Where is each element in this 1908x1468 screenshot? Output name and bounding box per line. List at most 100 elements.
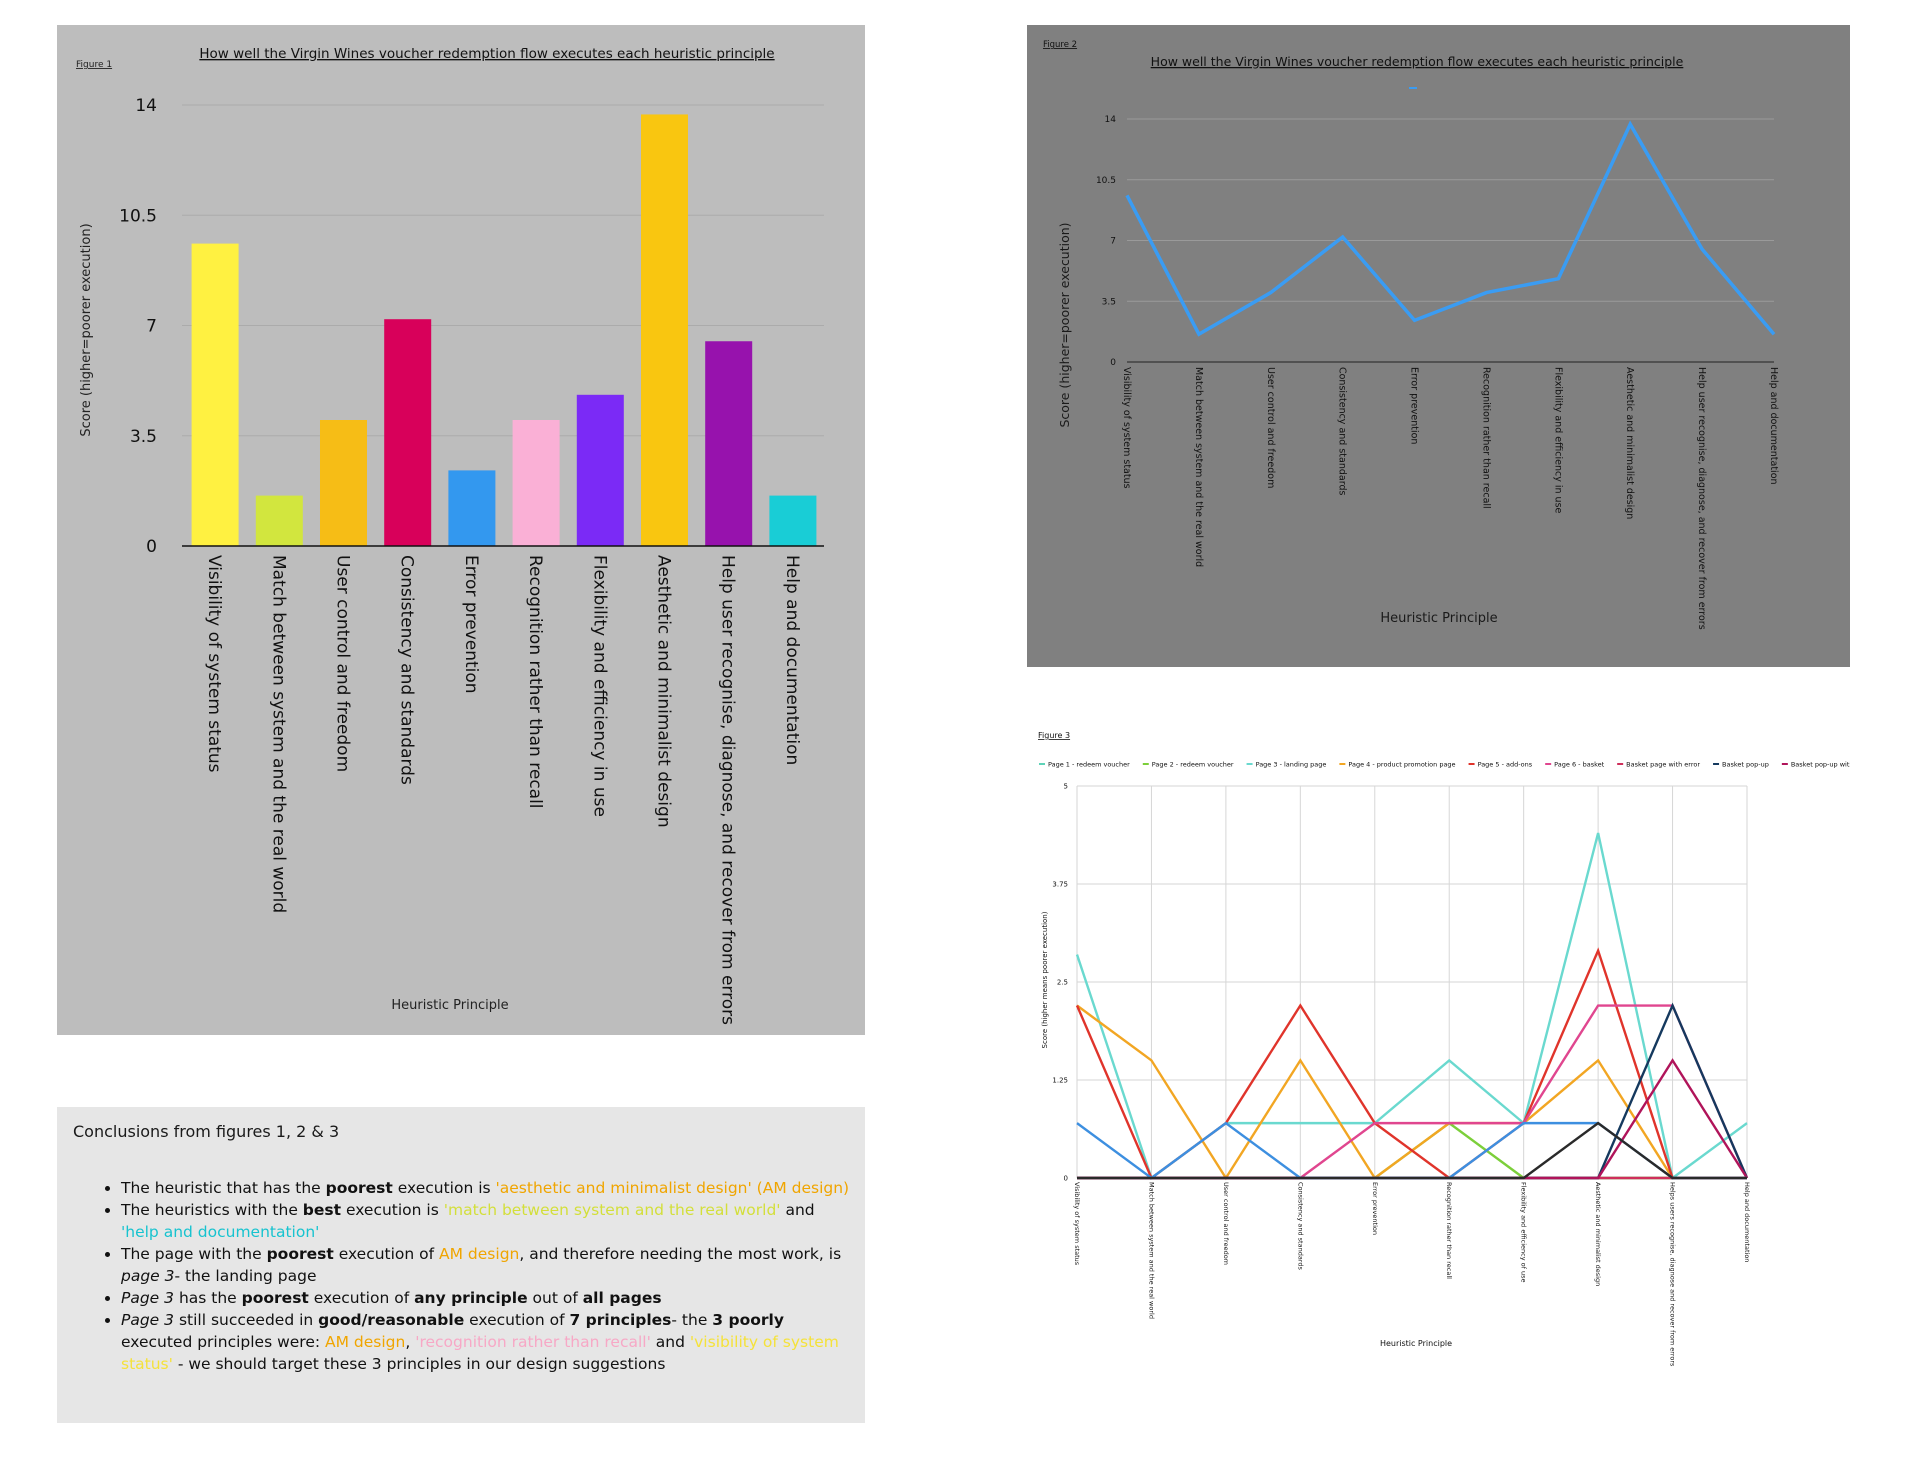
bar-error-prevention [448, 470, 496, 546]
series-line [1125, 120, 1776, 337]
y-tick-label: 14 [135, 96, 157, 116]
text: , and therefore needing the most work, i… [519, 1245, 842, 1263]
x-tick-label: Recognition rather than recall [1445, 1182, 1453, 1279]
bar-help-user-recognise-diagnose-and-recover-from-errors [705, 341, 753, 546]
text: execution of [464, 1311, 570, 1329]
text: The heuristic that has the [121, 1179, 326, 1197]
highlight-am-design: AM design [325, 1333, 406, 1351]
bars [191, 114, 817, 546]
y-tick-label: 0 [1110, 358, 1116, 368]
y-axis-ticks: 0 3.5 7 10.5 14 [119, 96, 157, 557]
x-tick-label: Helps users recognise, diagnose and reco… [1669, 1182, 1677, 1367]
x-axis-label: Heuristic Principle [1380, 611, 1497, 626]
legend-label: Basket page with error [1626, 761, 1700, 769]
italic-text: Page 3 [121, 1311, 175, 1329]
bar-recognition-rather-than-recall [512, 420, 560, 546]
legend-label: Page 2 - redeem voucher [1152, 761, 1234, 769]
conclusions-panel: Conclusions from figures 1, 2 & 3 The he… [57, 1107, 865, 1423]
highlight-match: 'match between system and the real world… [443, 1201, 781, 1219]
x-tick-label: Consistency and standards [1337, 367, 1348, 495]
y-tick-label: 5 [1064, 783, 1068, 791]
x-tick-label: Error prevention [461, 555, 481, 694]
y-tick-label: 0 [1064, 1175, 1068, 1183]
y-axis-label: Score (higher means poorer execution) [1041, 911, 1049, 1048]
figure-3-label: Figure 3 [1038, 731, 1070, 740]
x-tick-label: Help and documentation [1768, 367, 1779, 485]
text: execution is [392, 1179, 496, 1197]
gridlines [1076, 785, 1748, 1179]
text: and [650, 1333, 690, 1351]
series-line [1077, 1121, 1747, 1180]
x-tick-label: Help and documentation [1743, 1182, 1751, 1262]
legend-label: Page 5 - add-ons [1478, 761, 1533, 769]
figure-1-panel: Figure 1 How well the Virgin Wines vouch… [57, 25, 865, 1035]
y-tick-label: 7 [1110, 237, 1116, 247]
bold-text: all pages [582, 1289, 662, 1307]
bar-user-control-and-freedom [320, 420, 367, 546]
chart-title: How well the Virgin Wines voucher redemp… [199, 46, 774, 62]
bold-text: 3 poorly [712, 1311, 784, 1329]
y-axis-label: Score (higher=poorer execution) [1057, 222, 1072, 427]
text: and [780, 1201, 815, 1219]
bar-aesthetic-and-minimalist-design [641, 114, 688, 546]
x-tick-label: Match between system and the real world [268, 555, 288, 913]
x-tick-label: Recognition rather than recall [1480, 367, 1491, 509]
highlight-am-design: AM design [439, 1245, 520, 1263]
text: still succeeded in [174, 1311, 319, 1329]
y-tick-label: 0 [146, 537, 157, 557]
conclusion-bullet: The heuristic that has the poorest execu… [121, 1177, 851, 1199]
bar-flexibility-and-efficiency-in-use [576, 394, 624, 546]
bold-text: poorest [325, 1179, 393, 1197]
gridlines [1127, 118, 1774, 302]
text: execution of [308, 1289, 415, 1307]
conclusion-bullet: Page 3 still succeeded in good/reasonabl… [121, 1309, 851, 1375]
conclusion-bullet: The heuristics with the best execution i… [121, 1199, 851, 1243]
text: The heuristics with the [121, 1201, 303, 1219]
legend-label: Page 1 - redeem voucher [1048, 761, 1130, 769]
y-tick-label: 14 [1105, 115, 1117, 125]
text: has the [174, 1289, 242, 1307]
y-tick-label: 10.5 [1096, 176, 1116, 186]
x-axis-tick-labels: Visibility of system status Match between… [204, 555, 802, 1025]
bold-text: best [302, 1201, 342, 1219]
highlight-am-design: 'aesthetic and minimalist design' (AM de… [495, 1179, 850, 1197]
x-tick-label: User control and freedom [333, 555, 353, 772]
y-tick-label: 2.5 [1057, 979, 1068, 987]
x-tick-label: Help user recognise, diagnose, and recov… [1696, 367, 1707, 630]
italic-text: Page 3 [121, 1289, 175, 1307]
y-axis-label: Score (higher=poorer execution) [79, 223, 94, 436]
text: - we should target these 3 principles in… [172, 1355, 666, 1373]
text: execution of [333, 1245, 440, 1263]
chart-title: How well the Virgin Wines voucher redemp… [1151, 54, 1684, 69]
x-tick-label: Visibility of system status [204, 555, 224, 773]
figure-2-panel: Figure 2 How well the Virgin Wines vouch… [1027, 25, 1850, 667]
bold-text: poorest [266, 1245, 334, 1263]
x-tick-label: Help user recognise, diagnose, and recov… [718, 555, 738, 1025]
bar-match-between-system-and-the-real-world [255, 495, 303, 546]
conclusion-bullet: The page with the poorest execution of A… [121, 1243, 851, 1287]
highlight-recognition: 'recognition rather than recall' [415, 1333, 651, 1351]
figure-1-label: Figure 1 [76, 60, 112, 70]
x-axis-label: Heuristic Principle [1380, 1339, 1452, 1348]
text: out of [527, 1289, 583, 1307]
y-tick-label: 3.5 [130, 427, 157, 447]
figure-2-label: Figure 2 [1043, 40, 1077, 50]
figure-3-line-chart: Figure 3 Page 1 - redeem voucher Page 2 -… [1038, 731, 1850, 1367]
text: - the [671, 1311, 713, 1329]
x-axis-tick-labels: Visibility of system status Match between… [1073, 1182, 1751, 1367]
x-tick-label: Error prevention [1371, 1182, 1379, 1235]
y-tick-label: 1.25 [1052, 1077, 1068, 1085]
text: execution is [341, 1201, 444, 1219]
x-tick-label: Error prevention [1409, 367, 1420, 444]
bold-text: good/reasonable [318, 1311, 465, 1329]
figure-3-panel: Figure 3 Page 1 - redeem voucher Page 2 -… [1027, 720, 1850, 1380]
x-tick-label: Consistency and standards [397, 555, 417, 785]
bold-text: any principle [414, 1289, 528, 1307]
text: executed principles were: [121, 1333, 326, 1351]
figure-2-line-chart: Figure 2 How well the Virgin Wines vouch… [1043, 40, 1779, 630]
figure-1-bar-chart: Figure 1 How well the Virgin Wines vouch… [76, 46, 824, 1025]
italic-text: page 3 [121, 1267, 175, 1285]
legend-label: Basket pop-up with error [1791, 761, 1850, 769]
y-tick-label: 3.5 [1102, 297, 1116, 307]
x-tick-label: Aesthetic and minimalist design [1594, 1182, 1602, 1286]
